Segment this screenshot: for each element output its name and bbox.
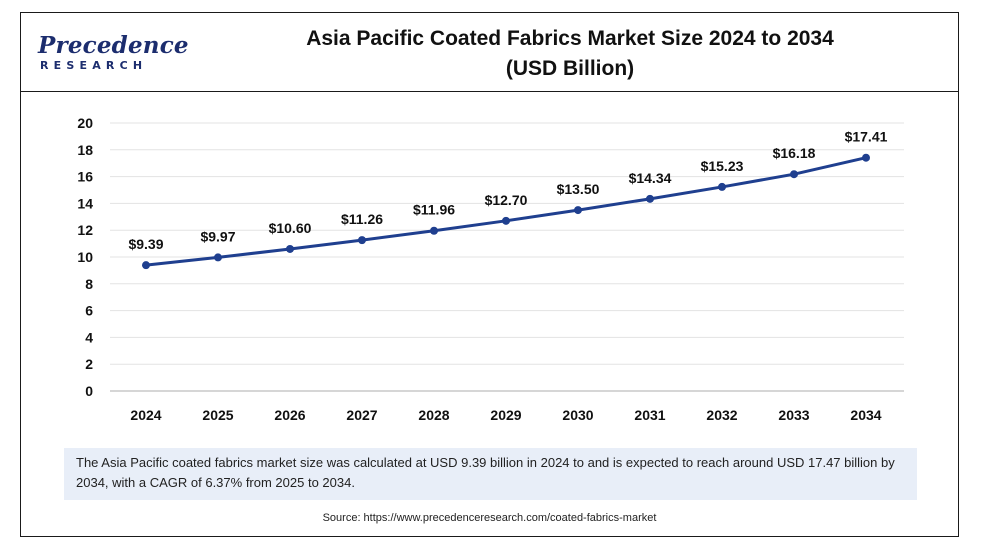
y-tick-label: 10 <box>77 249 93 265</box>
header-divider <box>20 91 959 92</box>
x-tick-label: 2025 <box>202 407 233 423</box>
data-label: $14.34 <box>629 170 672 186</box>
data-label: $10.60 <box>269 220 312 236</box>
x-tick-label: 2029 <box>490 407 521 423</box>
y-tick-label: 16 <box>77 169 93 185</box>
y-tick-label: 4 <box>85 329 93 345</box>
brand-logo: Precedence RESEARCH <box>38 32 189 76</box>
y-tick-label: 12 <box>77 222 93 238</box>
data-label: $17.41 <box>845 129 888 145</box>
data-label: $13.50 <box>557 181 600 197</box>
chart-title-line2: (USD Billion) <box>505 57 635 80</box>
y-tick-label: 0 <box>85 383 93 399</box>
x-tick-label: 2032 <box>706 407 737 423</box>
x-tick-label: 2034 <box>850 407 881 423</box>
data-point <box>718 182 726 191</box>
x-tick-label: 2031 <box>634 407 665 423</box>
data-point <box>214 253 222 262</box>
data-point <box>646 194 654 203</box>
data-label: $11.96 <box>413 202 455 218</box>
data-point <box>358 236 366 245</box>
brand-name: Precedence <box>38 32 189 59</box>
y-tick-label: 14 <box>77 195 93 211</box>
data-point <box>430 226 438 235</box>
data-label: $15.23 <box>701 158 744 174</box>
source-note: Source: https://www.precedenceresearch.c… <box>322 512 657 524</box>
x-tick-label: 2033 <box>778 407 809 423</box>
y-tick-label: 6 <box>85 303 93 319</box>
data-label: $9.97 <box>200 228 235 244</box>
series-line <box>144 156 868 267</box>
data-label: $11.26 <box>341 211 383 227</box>
y-tick-label: 20 <box>77 115 93 131</box>
x-tick-label: 2026 <box>274 407 305 423</box>
data-point <box>286 244 294 253</box>
data-label: $9.39 <box>128 236 163 252</box>
data-point <box>790 170 798 179</box>
data-point <box>502 216 510 225</box>
x-tick-label: 2030 <box>562 407 593 423</box>
y-tick-label: 8 <box>85 276 93 292</box>
x-tick-label: 2027 <box>346 407 377 423</box>
y-tick-label: 2 <box>85 356 93 372</box>
data-point <box>574 206 582 215</box>
brand-sub: RESEARCH <box>40 59 148 72</box>
chart-title-line1: Asia Pacific Coated Fabrics Market Size … <box>306 27 834 50</box>
chart-title: Asia Pacific Coated Fabrics Market Size … <box>230 24 910 84</box>
data-point <box>862 153 870 162</box>
x-tick-label: 2024 <box>130 407 161 423</box>
y-tick-label: 18 <box>77 142 93 158</box>
x-tick-label: 2028 <box>418 407 449 423</box>
data-label: $12.70 <box>485 192 528 208</box>
summary-box: The Asia Pacific coated fabrics market s… <box>64 448 917 500</box>
data-point <box>142 261 150 270</box>
data-label: $16.18 <box>773 145 816 161</box>
